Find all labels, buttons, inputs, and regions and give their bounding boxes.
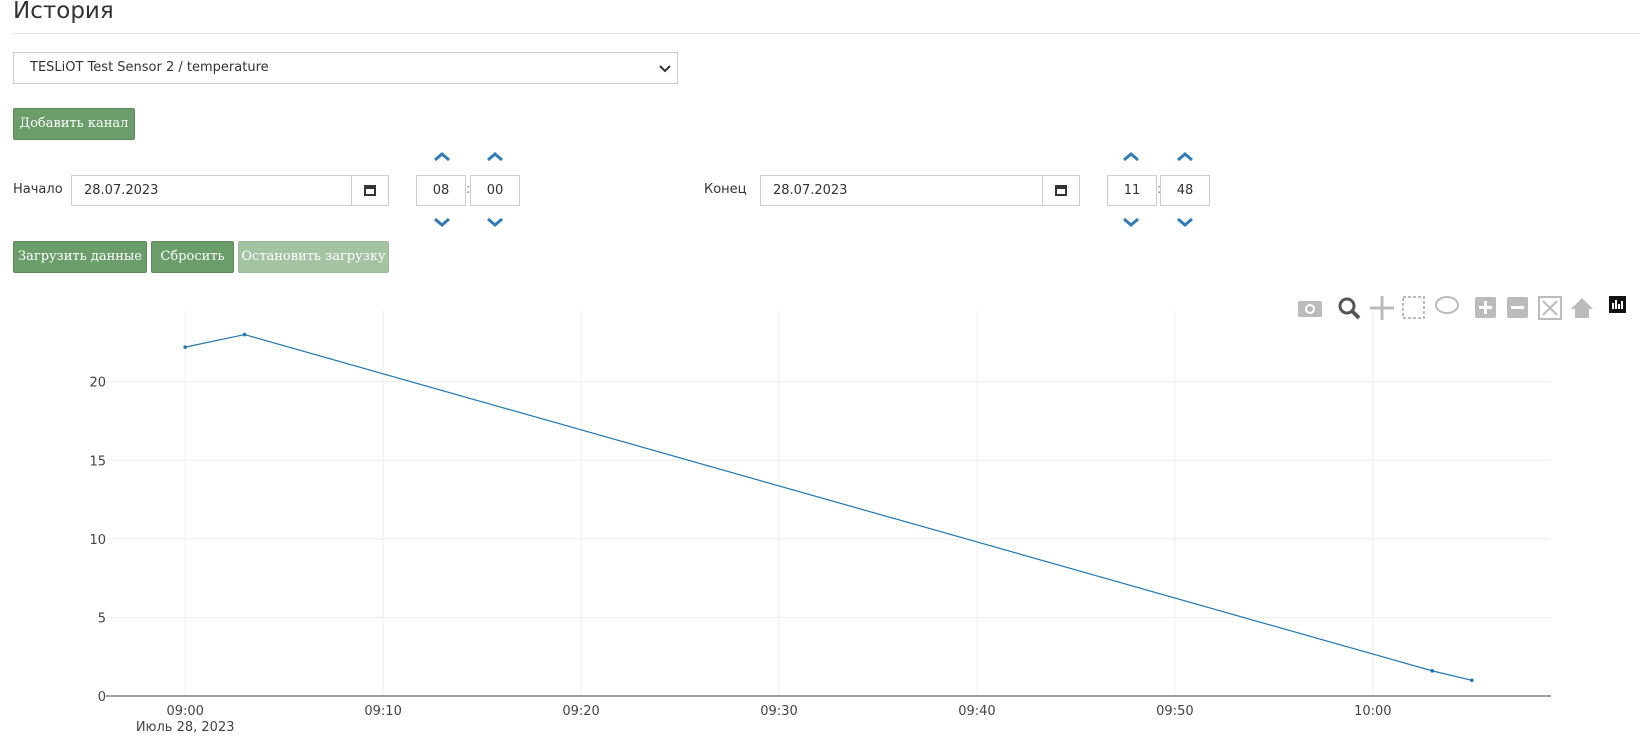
stop-button[interactable]: Остановить загрузку [238,241,389,273]
end-minutes: 48 [1176,183,1194,198]
y-tick-label: 5 [98,611,106,626]
plotly-logo[interactable] [1609,296,1626,313]
end-calendar-button[interactable] [1042,175,1080,206]
select-text: TESLiOT Test Sensor 2 / temperature [30,60,269,75]
data-point [183,345,187,349]
camera-icon[interactable] [1298,301,1322,317]
calendar-icon [1055,185,1067,196]
data-line [185,333,1472,681]
autoscale-icon[interactable] [1538,296,1562,320]
time-separator: : [1157,182,1161,197]
start-hours-down[interactable] [432,216,452,228]
divider [13,33,1640,34]
y-tick-label: 15 [89,454,106,469]
end-hours-input[interactable]: 11 [1107,175,1157,206]
add-channel-button[interactable]: Добавить канал [13,108,135,140]
data-point [1430,669,1435,673]
page-title: История [13,0,114,24]
x-tick-label: 09:00 [166,704,203,719]
start-hours-up[interactable] [432,151,452,163]
box-select-icon[interactable] [1402,296,1425,319]
reset-button[interactable]: Сбросить [151,241,234,273]
end-minutes-down[interactable] [1175,216,1195,228]
end-label: Конец [704,182,747,197]
end-hours-down[interactable] [1121,216,1141,228]
lasso-icon[interactable] [1435,296,1459,314]
x-tick-label: 09:30 [760,704,797,719]
y-tick-label: 0 [98,690,106,705]
start-minutes-up[interactable] [485,151,505,163]
start-label: Начало [13,182,63,197]
reset-axes-icon[interactable] [1571,298,1593,318]
select-arrow [659,65,671,73]
start-hours-input[interactable]: 08 [416,175,466,206]
start-minutes: 00 [486,183,504,198]
end-minutes-input[interactable]: 48 [1160,175,1210,206]
x-tick-label: 10:00 [1354,704,1391,719]
zoom-out-icon[interactable] [1507,297,1528,318]
end-minutes-up[interactable] [1175,151,1195,163]
modebar [1298,296,1626,320]
zoom-icon[interactable] [1338,297,1361,320]
channel-select[interactable]: TESLiOT Test Sensor 2 / temperature [13,52,678,84]
zoom-in-icon[interactable] [1475,297,1496,318]
load-button[interactable]: Загрузить данные [13,241,147,273]
x-tick-label: 09:10 [364,704,401,719]
start-hours: 08 [432,183,450,198]
x-date-label: Июль 28, 2023 [136,720,235,735]
start-date-input[interactable]: 28.07.2023 [71,175,389,206]
x-tick-label: 09:20 [562,704,599,719]
y-tick-label: 10 [89,533,106,548]
start-minutes-down[interactable] [485,216,505,228]
start-minutes-input[interactable]: 00 [470,175,520,206]
end-hours-up[interactable] [1121,151,1141,163]
time-separator: : [466,182,471,197]
start-date: 28.07.2023 [84,183,159,198]
x-tick-label: 09:40 [958,704,995,719]
start-calendar-button[interactable] [351,175,389,206]
y-tick-label: 20 [89,376,106,391]
data-point [1470,678,1474,683]
end-hours: 11 [1123,183,1141,198]
pan-icon[interactable] [1370,296,1394,320]
x-tick-label: 09:50 [1156,704,1193,719]
data-point [242,332,247,337]
end-date: 28.07.2023 [773,183,848,198]
calendar-icon [364,185,376,196]
